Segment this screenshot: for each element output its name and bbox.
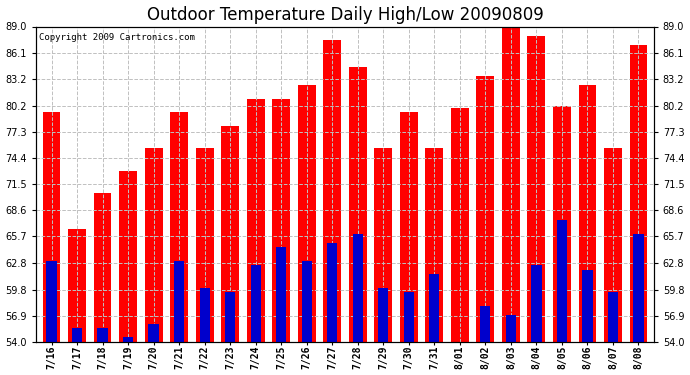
Bar	[145, 148, 163, 342]
Bar	[557, 220, 567, 342]
Bar	[400, 112, 417, 342]
Bar	[553, 106, 571, 342]
Bar	[119, 171, 137, 342]
Bar	[502, 27, 520, 342]
Bar	[225, 292, 235, 342]
Bar	[604, 148, 622, 342]
Bar	[72, 328, 82, 342]
Bar	[426, 148, 443, 342]
Bar	[174, 261, 184, 342]
Bar	[506, 315, 516, 342]
Bar	[250, 265, 261, 342]
Bar	[247, 99, 264, 342]
Bar	[199, 288, 210, 342]
Bar	[527, 36, 545, 342]
Bar	[353, 234, 363, 342]
Bar	[629, 45, 647, 342]
Bar	[68, 229, 86, 342]
Bar	[480, 306, 491, 342]
Bar	[273, 99, 290, 342]
Bar	[221, 126, 239, 342]
Bar	[97, 328, 108, 342]
Bar	[196, 148, 214, 342]
Text: Copyright 2009 Cartronics.com: Copyright 2009 Cartronics.com	[39, 33, 195, 42]
Bar	[170, 112, 188, 342]
Bar	[404, 292, 414, 342]
Bar	[327, 243, 337, 342]
Bar	[476, 76, 494, 342]
Title: Outdoor Temperature Daily High/Low 20090809: Outdoor Temperature Daily High/Low 20090…	[146, 6, 544, 24]
Bar	[349, 67, 366, 342]
Bar	[378, 288, 388, 342]
Bar	[94, 193, 112, 342]
Bar	[148, 324, 159, 342]
Bar	[298, 85, 315, 342]
Bar	[375, 148, 392, 342]
Bar	[324, 40, 341, 342]
Bar	[123, 337, 133, 342]
Bar	[43, 112, 61, 342]
Bar	[46, 261, 57, 342]
Bar	[276, 247, 286, 342]
Bar	[633, 234, 644, 342]
Bar	[451, 108, 469, 342]
Bar	[429, 274, 440, 342]
Bar	[582, 270, 593, 342]
Bar	[302, 261, 312, 342]
Bar	[608, 292, 618, 342]
Bar	[531, 265, 542, 342]
Bar	[578, 85, 596, 342]
